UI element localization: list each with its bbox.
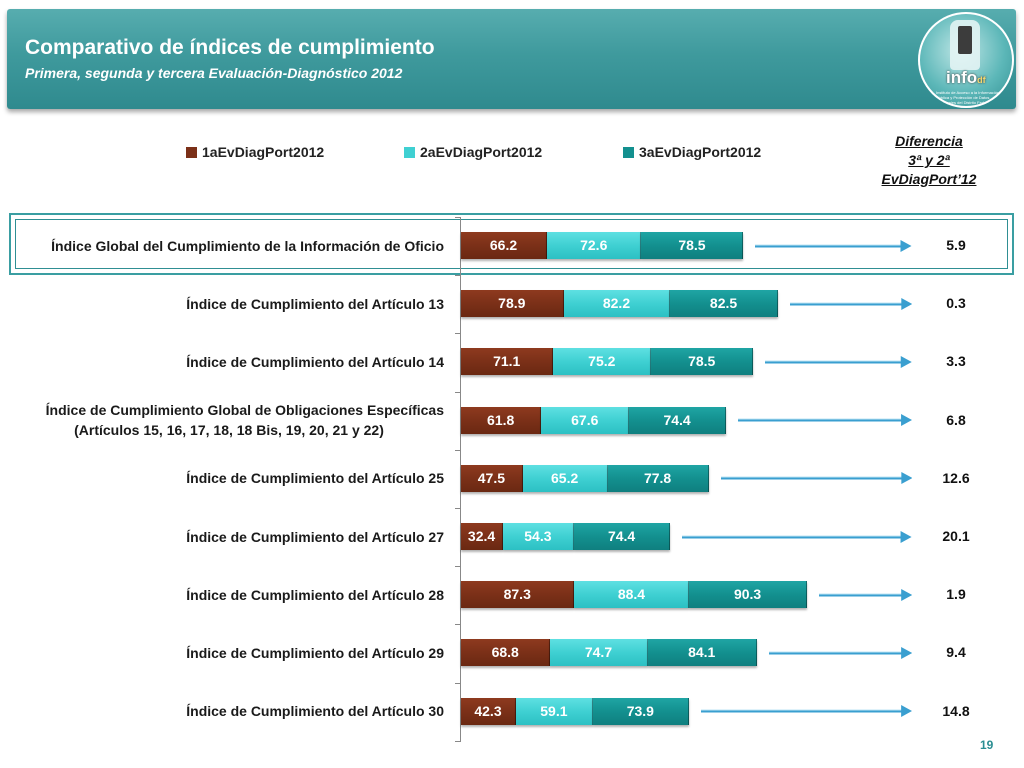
difference-arrow-icon [768, 646, 912, 659]
bar-segment-series-2: 59.1 [515, 697, 593, 725]
bar-segment-series-2: 88.4 [574, 581, 690, 609]
difference-arrow-icon [682, 530, 912, 543]
header-banner: Comparativo de índices de cumplimiento P… [7, 9, 1016, 109]
difference-header-line-1: Diferencia [895, 133, 963, 149]
legend-swatch [186, 147, 197, 158]
axis-tick [455, 566, 461, 568]
axis-tick [455, 391, 461, 393]
bar-segment-series-3: 84.1 [647, 639, 757, 667]
bar-segment-series-1: 32.4 [461, 523, 504, 550]
page-number: 19 [980, 738, 994, 752]
difference-arrow-icon [737, 414, 912, 427]
page-title: Comparativo de índices de cumplimiento [25, 36, 435, 59]
difference-header: Diferencia 3ª y 2ª EvDiagPort’12 [866, 132, 992, 189]
logo-small-text: Instituto de Acceso a la Información Púb… [936, 90, 1000, 105]
difference-header-line-3: EvDiagPort’12 [881, 171, 977, 187]
category-label: Índice de Cumplimiento del Artículo 27 [186, 528, 444, 545]
difference-value: 0.3 [946, 295, 966, 312]
difference-arrow-icon [765, 355, 912, 368]
bar-segment-series-3: 74.4 [629, 406, 726, 434]
difference-value: 14.8 [942, 702, 970, 719]
legend-label: 2aEvDiagPort2012 [420, 144, 543, 160]
bar-segment-series-3: 77.8 [607, 464, 709, 492]
category-label: Índice de Cumplimiento del Artículo 30 [186, 703, 444, 720]
bar-segment-series-3: 90.3 [689, 581, 807, 609]
legend-label: 3aEvDiagPort2012 [639, 144, 762, 160]
bar-segment-series-3: 82.5 [670, 290, 778, 318]
difference-arrow-icon [818, 588, 912, 601]
bar-segment-series-2: 82.2 [563, 290, 671, 318]
difference-value: 5.9 [946, 237, 966, 253]
bar-segment-series-2: 72.6 [547, 232, 642, 259]
category-label: Índice Global del Cumplimiento de la Inf… [51, 237, 444, 254]
page-subtitle: Primera, segunda y tercera Evaluación-Di… [25, 65, 403, 81]
category-label: Índice de Cumplimiento del Artículo 29 [186, 644, 444, 661]
logo-word: infodf [946, 68, 986, 87]
bar-segment-series-1: 42.3 [461, 697, 516, 725]
bar-segment-series-3: 78.5 [651, 348, 754, 376]
difference-value: 12.6 [942, 469, 970, 486]
difference-arrow-icon [700, 705, 912, 718]
axis-tick [455, 217, 461, 218]
axis-tick [455, 682, 461, 684]
difference-arrow-icon [755, 239, 912, 252]
bar-segment-series-2: 65.2 [522, 464, 608, 492]
axis-tick [455, 740, 461, 742]
difference-value: 6.8 [946, 411, 966, 428]
axis-tick [455, 449, 461, 451]
axis-tick [455, 333, 461, 335]
axis-tick [455, 508, 461, 509]
bar-segment-series-1: 61.8 [461, 406, 542, 434]
legend-item-1: 1aEvDiagPort2012 [186, 143, 324, 161]
bar-segment-series-1: 47.5 [461, 464, 523, 492]
bar-segment-series-3: 74.4 [573, 523, 671, 550]
bar-segment-series-3: 73.9 [592, 697, 689, 725]
difference-value: 1.9 [946, 586, 966, 603]
bar-segment-series-1: 68.8 [461, 639, 551, 667]
bar-segment-series-2: 74.7 [550, 639, 648, 667]
axis-tick [455, 275, 461, 277]
bar-segment-series-1: 87.3 [461, 581, 575, 609]
legend-swatch [404, 147, 415, 158]
category-label: Índice de Cumplimiento del Artículo 28 [186, 586, 444, 603]
difference-header-line-2: 3ª y 2ª [908, 152, 950, 168]
category-axis [460, 217, 461, 741]
category-label: Índice de Cumplimiento Global de Obligac… [45, 402, 444, 439]
bar-segment-series-1: 78.9 [461, 290, 564, 318]
info-i-icon [958, 26, 972, 54]
bar-segment-series-1: 66.2 [461, 232, 548, 259]
legend-label: 1aEvDiagPort2012 [202, 144, 325, 160]
difference-value: 9.4 [946, 644, 966, 661]
highlight-box [9, 213, 1014, 275]
difference-arrow-icon [789, 297, 912, 310]
category-label: Índice de Cumplimiento del Artículo 13 [186, 295, 444, 312]
bar-segment-series-2: 54.3 [503, 523, 574, 550]
info-df-logo: infodf Instituto de Acceso a la Informac… [918, 12, 1014, 108]
difference-value: 3.3 [946, 353, 966, 370]
difference-arrow-icon [720, 472, 912, 485]
bar-segment-series-1: 71.1 [461, 348, 554, 376]
legend-item-2: 2aEvDiagPort2012 [404, 143, 542, 161]
axis-tick [455, 624, 461, 626]
bar-segment-series-2: 67.6 [541, 406, 630, 434]
difference-value: 20.1 [942, 528, 970, 544]
category-label: Índice de Cumplimiento del Artículo 25 [186, 470, 444, 487]
bar-segment-series-3: 78.5 [641, 232, 744, 259]
legend-swatch [623, 147, 634, 158]
legend-item-3: 3aEvDiagPort2012 [623, 143, 761, 161]
category-label: Índice de Cumplimiento del Artículo 14 [186, 353, 444, 370]
bar-segment-series-2: 75.2 [553, 348, 652, 376]
